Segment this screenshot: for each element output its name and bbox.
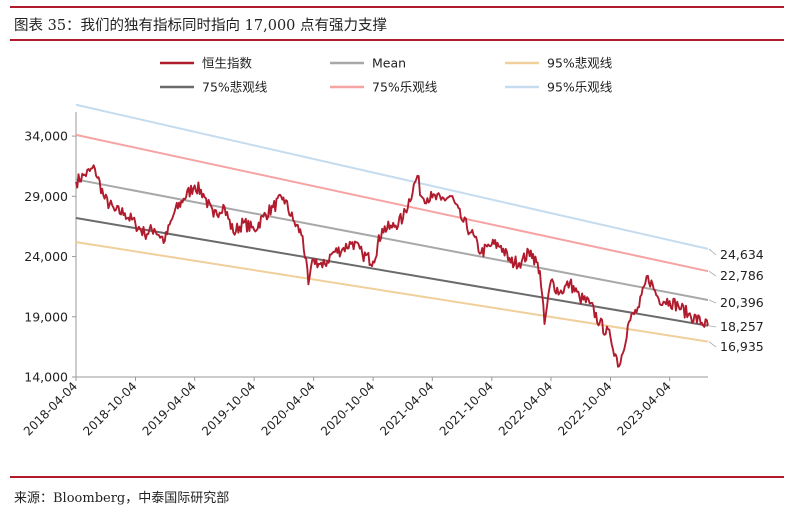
- y-tick-label: 29,000: [24, 189, 68, 204]
- title-bottom-rule: [10, 39, 784, 41]
- title-top-rule: [10, 6, 784, 8]
- end-label-leader: [708, 341, 717, 348]
- legend-label-p95_bull: 95%乐观线: [547, 80, 613, 95]
- x-axis: 2018-04-04 2018-10-04 2019-04-04 2019-10-04…: [21, 376, 708, 438]
- series-line-p95_bear: [75, 241, 709, 343]
- series-line-mean: [75, 178, 709, 301]
- x-tick-label: 2020-10-04: [318, 379, 377, 438]
- y-tick-label: 34,000: [24, 129, 68, 144]
- x-tick-label: 2018-10-04: [80, 379, 139, 438]
- x-tick-label: 2021-10-04: [437, 379, 496, 438]
- end-labels: 24,634 22,786 20,396 18,257 16,935: [708, 247, 764, 354]
- end-label-leader: [708, 248, 717, 256]
- x-tick-label: 2022-04-04: [496, 379, 555, 438]
- end-label-leader: [708, 270, 717, 277]
- series-line-p75_bear: [75, 217, 709, 327]
- footer-rule: [10, 476, 784, 478]
- y-tick-label: 19,000: [24, 309, 68, 324]
- x-tick-label: 2021-04-04: [377, 379, 436, 438]
- legend-label-p75_bull: 75%乐观线: [372, 80, 438, 95]
- x-tick-label: 2018-04-04: [21, 379, 80, 438]
- x-tick-label: 2022-10-04: [555, 379, 614, 438]
- end-label-p95_bull: 24,634: [720, 247, 764, 262]
- end-label-p75_bear: 18,257: [720, 319, 764, 334]
- chart-title: 图表 35：我们的独有指标同时指向 17,000 点有强力支撑: [14, 18, 388, 34]
- end-label-leader: [708, 325, 717, 328]
- y-tick-label: 14,000: [24, 370, 68, 385]
- series-line-p95_bull: [75, 103, 709, 250]
- source-note: 来源：Bloomberg，中泰国际研究部: [14, 491, 230, 506]
- x-tick-label: 2019-10-04: [199, 379, 258, 438]
- legend: 恒生指数 Mean 95%悲观线 75%悲观线 75%乐观线 95%乐观线: [160, 56, 613, 95]
- x-tick-label: 2020-04-04: [259, 379, 318, 438]
- legend-label-mean: Mean: [372, 56, 406, 71]
- y-axis: 14,000 19,000 24,000 29,000 34,000: [24, 112, 77, 385]
- x-tick-label: 2023-04-04: [615, 379, 674, 438]
- legend-label-p95_bear: 95%悲观线: [547, 56, 613, 71]
- end-label-leader: [708, 299, 717, 304]
- series-lines: [75, 103, 709, 368]
- y-tick-label: 24,000: [24, 249, 68, 264]
- series-line-p75_bull: [75, 133, 709, 273]
- end-label-mean: 20,396: [720, 295, 764, 310]
- end-label-p75_bull: 22,786: [720, 268, 764, 283]
- x-tick-label: 2019-04-04: [140, 379, 199, 438]
- end-label-p95_bear: 16,935: [720, 339, 764, 354]
- legend-label-p75_bear: 75%悲观线: [202, 80, 268, 95]
- legend-label-index: 恒生指数: [202, 56, 253, 71]
- series-line-index: [75, 164, 709, 368]
